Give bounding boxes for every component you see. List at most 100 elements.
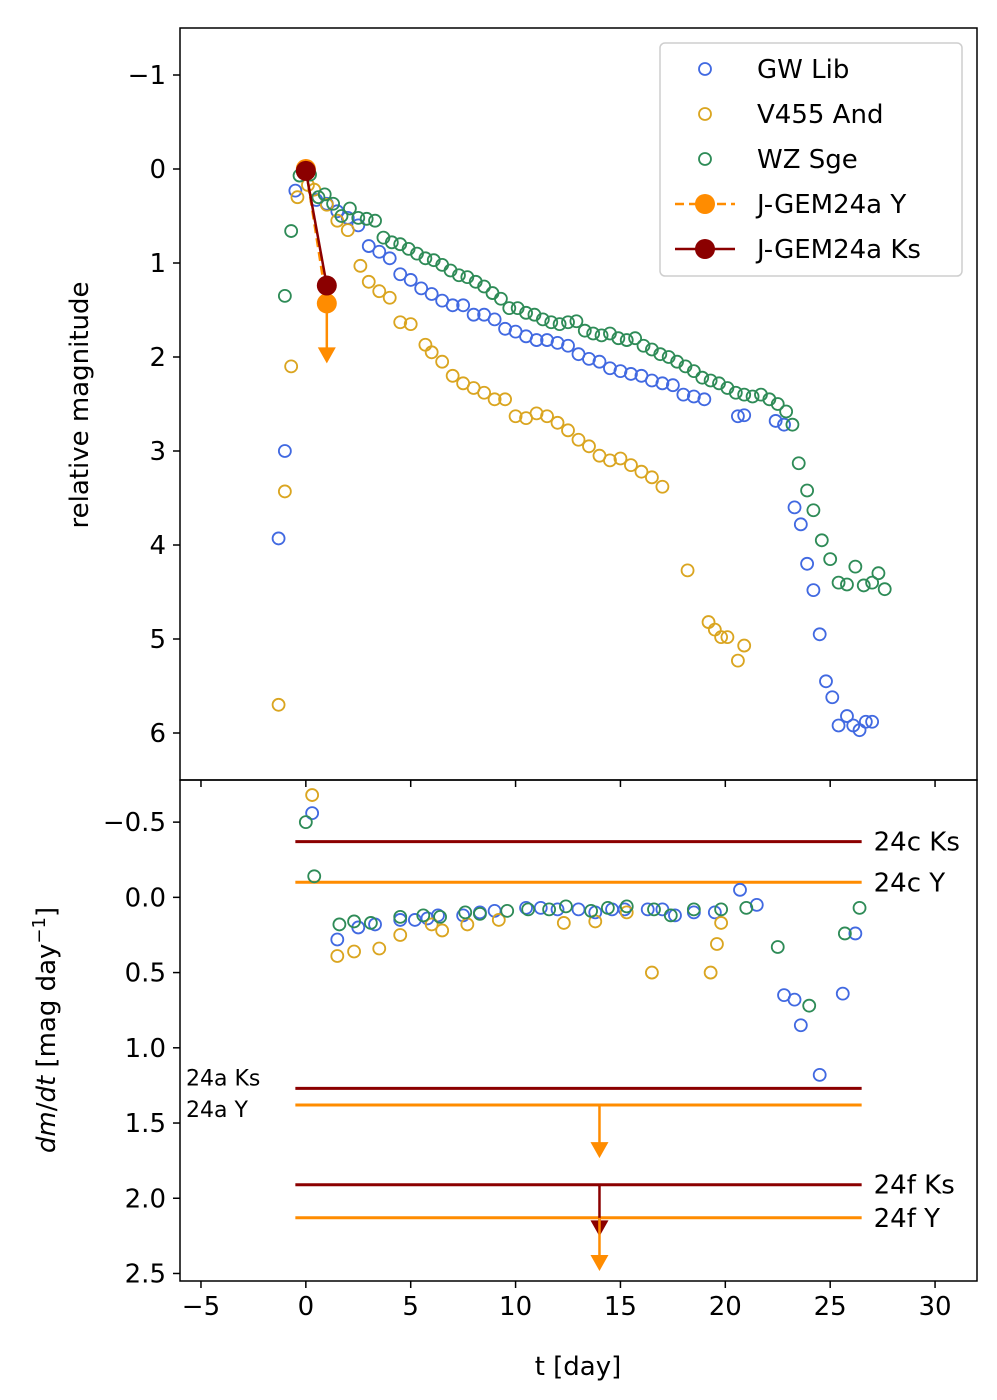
wz-sge-point: [653, 347, 668, 362]
gw-lib-point: [707, 905, 722, 920]
x-axis-label: t [day]: [535, 1352, 622, 1382]
y-tick-label: 6: [149, 719, 166, 749]
v455-and-point: [305, 788, 320, 802]
gw-lib-point: [330, 932, 345, 947]
wz-sge-point: [852, 900, 867, 915]
wz-sge-point: [298, 815, 313, 830]
gw-lib-point: [768, 414, 783, 428]
hline-24a-y-arrow-head: [590, 1142, 609, 1159]
v455-and-point: [424, 917, 439, 932]
plot-frame: [179, 779, 978, 1282]
v455-and-point: [550, 415, 565, 430]
bottom-panel: −0.5 0.0 0.5 1.0 1.5 2.0 2.5 −5 0 5 10 15 20 25 30 24c …: [103, 779, 978, 1322]
v455-and-point: [319, 197, 334, 212]
wz-sge-point: [433, 910, 447, 924]
jgem24a-ks-line: [304, 170, 329, 286]
v455-and-point: [714, 916, 729, 930]
gw-lib-point: [592, 354, 607, 369]
wz-sge-point: [785, 417, 800, 432]
gw-lib-point: [733, 882, 747, 897]
v455-and-point: [582, 439, 596, 454]
y-tick-label: 4: [149, 531, 166, 561]
hline-24f-y-arrow-head: [590, 1254, 609, 1271]
gw-lib-point: [655, 376, 670, 391]
y-tick-label: 1.0: [125, 1034, 166, 1064]
y-tick-label: 0.0: [125, 883, 166, 913]
hline-24a-ks-label: 24a Ks: [186, 1066, 260, 1091]
gw-lib-point: [787, 992, 802, 1007]
wz-sge-point: [416, 908, 431, 923]
v455-and-point: [498, 392, 512, 407]
wz-sge-point: [823, 552, 838, 566]
y-tick-label: 1: [149, 249, 166, 279]
wz-sge-point: [647, 902, 661, 917]
v455-and-point: [603, 453, 617, 468]
wz-sge-point: [714, 902, 729, 917]
wz-sge-point: [877, 582, 892, 597]
wz-sge-point: [840, 577, 854, 592]
gw-lib-point: [288, 183, 303, 198]
wz-sge-point: [611, 331, 626, 346]
gw-lib-point: [812, 627, 827, 642]
v455-and-point: [634, 464, 649, 479]
gw-lib-point: [806, 583, 821, 598]
gw-lib-point: [403, 273, 418, 287]
v455-and-point: [353, 258, 368, 273]
gw-lib-point: [835, 986, 850, 1001]
wz-sge-point: [837, 926, 852, 941]
v455-and-point: [372, 941, 387, 956]
wz-sge-point: [663, 908, 678, 923]
wz-sge-point: [368, 213, 382, 228]
wz-sge-point: [619, 333, 634, 347]
y-tick-label: 2: [149, 343, 166, 373]
wz-sge-point: [686, 364, 701, 379]
v455-and-point: [330, 213, 345, 228]
wz-sge-point: [544, 315, 559, 330]
v455-and-point: [624, 458, 638, 473]
wz-sge-point: [477, 279, 492, 294]
gw-lib-point: [800, 556, 815, 571]
bottom-y-axis-label: dm/dt [mag day−1]: [29, 907, 63, 1153]
x-tick-label: 20: [709, 1292, 742, 1322]
gw-lib-point: [793, 1018, 808, 1033]
legend-frame: [659, 42, 963, 277]
v455-and-point: [655, 479, 670, 494]
y-tick-label: 1.5: [125, 1109, 166, 1139]
gw-lib-point: [487, 312, 502, 327]
y-tick-label: 0: [149, 155, 166, 185]
v455-and-point: [737, 638, 752, 653]
wz-sge-point: [745, 389, 760, 404]
wz-sge-point: [600, 900, 615, 915]
wz-sge-point: [277, 288, 292, 303]
wz-sge-point: [695, 370, 710, 385]
gw-lib-point: [777, 417, 791, 432]
gw-lib-point: [793, 517, 808, 532]
v455-and-point: [613, 451, 628, 466]
legend-j-gem24a-ks-marker: [695, 239, 715, 259]
v455-and-point: [372, 284, 387, 299]
gw-lib-point: [533, 900, 548, 915]
gw-lib-point: [271, 531, 286, 546]
v455-and-point: [645, 965, 659, 980]
wz-sge-point: [586, 326, 601, 341]
gw-lib-point: [382, 251, 397, 266]
v455-and-point: [271, 697, 286, 712]
y-tick-label: 3: [149, 437, 166, 467]
gw-lib-point: [665, 378, 680, 393]
x-tick-label: −5: [182, 1292, 220, 1322]
gw-lib-point: [529, 333, 544, 347]
legend-v455-and-marker: [698, 107, 712, 121]
v455-and-point: [710, 937, 724, 951]
x-tick-label: 5: [402, 1292, 419, 1322]
gw-lib-point: [393, 267, 408, 282]
jgem24a-ks-point: [295, 160, 316, 181]
v455-and-point: [477, 385, 492, 400]
wz-sge-point: [493, 291, 508, 306]
y-tick-label: 2.5: [125, 1259, 166, 1289]
v455-and-point: [330, 949, 345, 963]
wz-sge-point: [519, 305, 533, 320]
wz-sge-point: [791, 456, 806, 471]
v455-and-point: [445, 368, 460, 383]
wz-sge-point: [552, 317, 567, 332]
wz-sge-point: [393, 910, 408, 924]
